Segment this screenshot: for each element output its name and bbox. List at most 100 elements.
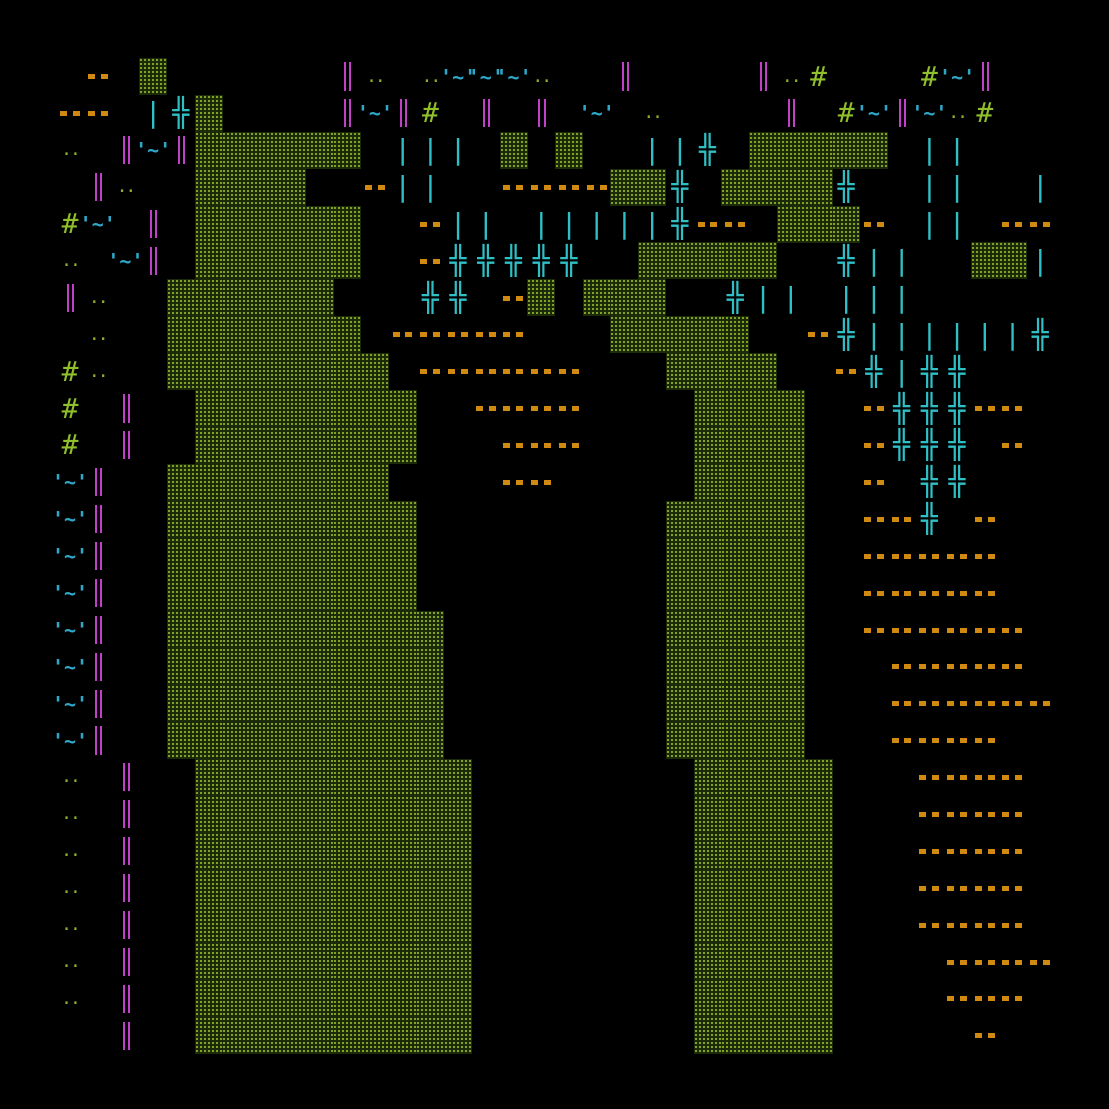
tile-wall-dim (638, 796, 666, 833)
tile-grass (194, 426, 223, 464)
tile-grass (333, 869, 362, 907)
tile-grass (305, 980, 334, 1018)
single-bar-icon: | (449, 133, 467, 167)
tile-grass (333, 426, 362, 464)
tile-wall-dim (583, 1017, 611, 1054)
tile-wall-dim (1026, 132, 1054, 169)
tile-floor (555, 353, 583, 391)
tile-floor (998, 795, 1027, 833)
hash-icon: # (810, 59, 827, 93)
tile-grass (776, 611, 805, 649)
tile-wall-bright (999, 58, 1027, 95)
tile-grass (693, 537, 722, 575)
hash-icon: # (61, 391, 79, 425)
tile-floor (527, 463, 556, 501)
tile-wall-bright (111, 685, 139, 722)
tile-floor (804, 316, 833, 354)
tile-floor (555, 168, 583, 206)
tile-wall-dim (860, 722, 888, 759)
tile-ice: ╬ (444, 279, 472, 316)
tile-grass (250, 758, 279, 796)
tile-wall-dim (638, 722, 666, 759)
tile-grass (277, 906, 306, 944)
tile-rail: | (1026, 169, 1054, 206)
tile-ice: ╬ (167, 95, 195, 132)
tile-wall-bright (306, 58, 334, 95)
tile-grass (305, 685, 334, 723)
tile-grass (776, 390, 805, 427)
tile-pillar (111, 980, 140, 1018)
tile-grass (388, 758, 417, 796)
tile-grass (360, 869, 389, 907)
tile-floor (998, 648, 1027, 686)
tile-water: '~' (56, 464, 84, 501)
single-bar-icon: | (1004, 317, 1021, 351)
tile-grass (222, 131, 251, 169)
tile-grass (166, 574, 195, 612)
tile-pillar (83, 500, 112, 538)
dots-icon: .. (61, 987, 81, 1009)
tile-wall-dim (610, 870, 638, 907)
dots-icon: .. (643, 102, 663, 124)
crossed-bars-icon: ╬ (920, 428, 938, 462)
tile-wall-bright (278, 58, 306, 95)
tile-wall-dim (666, 464, 694, 501)
tile-floor (943, 795, 972, 833)
tile-wall-dim (583, 132, 611, 169)
tile-empty (998, 1017, 1027, 1054)
tile-wall-dim (472, 427, 500, 464)
tile-wall-dim (638, 648, 666, 685)
tile-grass (388, 390, 417, 427)
tile-grass (749, 722, 778, 759)
tile-empty (111, 205, 140, 243)
tile-wall-dim (666, 796, 694, 833)
tile-grass (166, 648, 195, 686)
tile-floor (998, 426, 1027, 464)
crossed-bars-icon: ╬ (920, 465, 938, 499)
tile-floor (915, 906, 944, 944)
tile-wall-dim (361, 242, 389, 279)
tile-grass (416, 980, 445, 1018)
tile-grass (194, 943, 223, 981)
tile-wall-dim (416, 390, 444, 427)
tile-grass (333, 648, 362, 686)
tile-grass (693, 426, 722, 464)
tile-floor (970, 906, 999, 944)
tile-grass (721, 426, 750, 464)
tile-pillar (333, 58, 362, 95)
tile-grass (194, 500, 223, 538)
tile-grass (416, 795, 445, 833)
tile-wall-dim (805, 242, 833, 279)
tile-wall-dim (583, 685, 611, 722)
tile-wall-dim (500, 1017, 528, 1054)
tile-rail: | (444, 206, 472, 243)
tile-empty (444, 168, 473, 206)
tile-water: '~' (56, 648, 84, 685)
tile-grass (194, 758, 223, 796)
tile-wall-dim (638, 390, 666, 427)
tile-empty (166, 58, 195, 95)
crossed-bars-icon: ╬ (865, 354, 883, 388)
map-viewport[interactable]: ....'~''~''~'....##'~'|╬'~'#'~'..#'~''~'… (56, 58, 1054, 1054)
tile-floor (998, 980, 1027, 1018)
tile-grass (749, 648, 778, 686)
tile-grass (222, 279, 251, 317)
tile-grass (804, 980, 833, 1018)
tile-water: '~' (56, 501, 84, 538)
tile-grass (222, 722, 251, 759)
tile-ice: ╬ (444, 242, 472, 279)
tile-grass (166, 353, 195, 391)
tile-grass (277, 500, 306, 538)
tile-grass (360, 758, 389, 796)
tile-empty (804, 279, 833, 317)
tile-wall-bright (1026, 58, 1054, 95)
tile-wall-dim (555, 574, 583, 611)
tile-grass (360, 722, 389, 759)
tile-empty (943, 279, 972, 317)
single-bar-icon: | (920, 170, 938, 204)
wave-icon: '~' (860, 101, 888, 126)
tile-grass (749, 537, 778, 575)
tile-rail: | (915, 206, 943, 243)
tile-wall-dim (1026, 501, 1054, 538)
tile-ice: ╬ (915, 464, 943, 501)
